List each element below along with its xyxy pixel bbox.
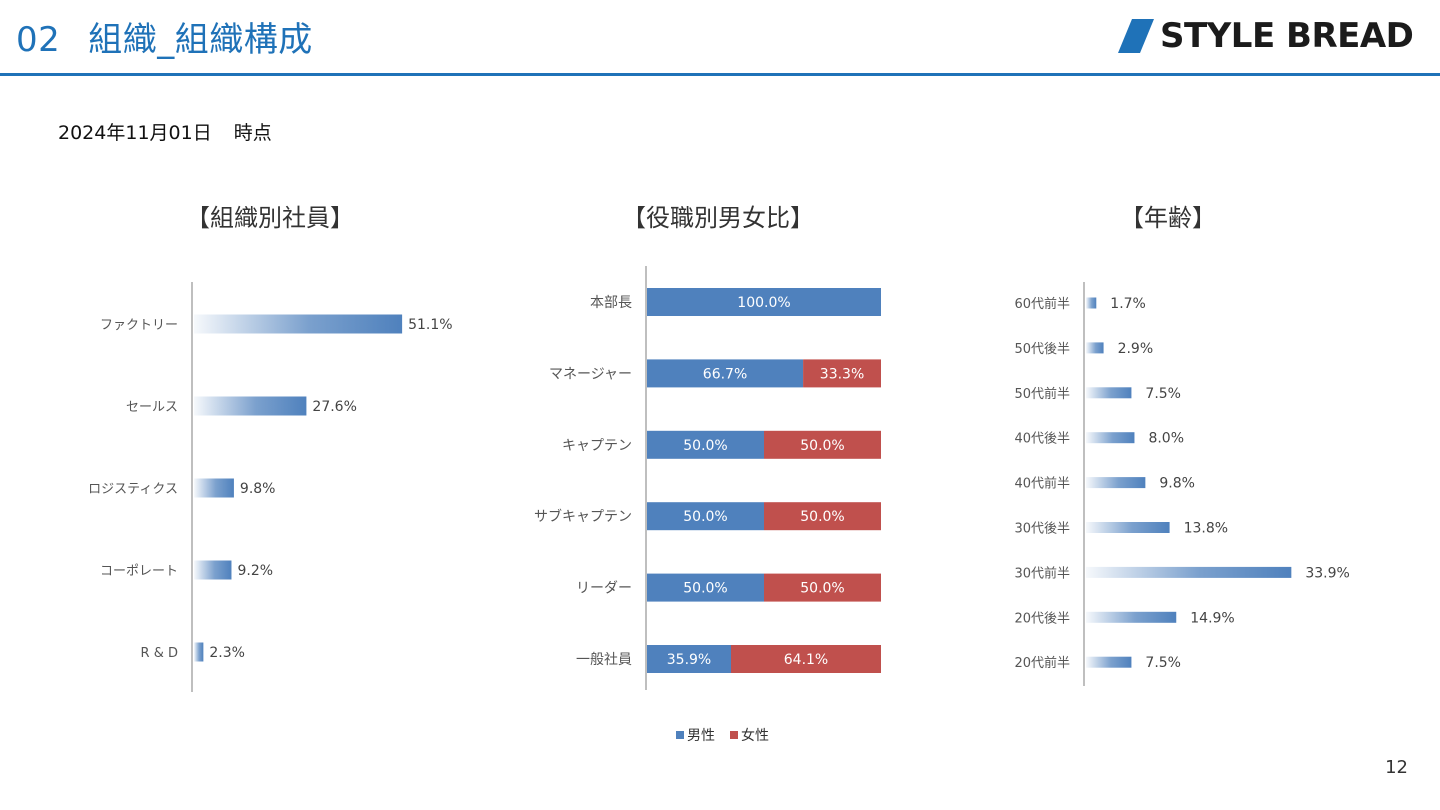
gender-category-label: 本部長 <box>590 295 632 311</box>
org-data-label: 51.1% <box>408 317 452 333</box>
org-bar <box>194 396 307 416</box>
age-data-label: 8.0% <box>1148 431 1184 447</box>
logo-slash-icon <box>1118 19 1154 53</box>
gender-data-label: 33.3% <box>820 366 864 382</box>
age-data-label: 7.5% <box>1145 386 1181 402</box>
org-bar <box>194 642 204 662</box>
female-bar-segment <box>731 645 881 673</box>
age-category-label: 40代後半 <box>1014 432 1070 447</box>
page-number: 12 <box>1385 757 1408 778</box>
age-data-label: 14.9% <box>1190 610 1234 626</box>
chart-title-gender-ratio: 【役職別男女比】 <box>622 204 814 232</box>
gender-category-label: サブキャプテン <box>534 508 632 525</box>
gender-data-label: 35.9% <box>667 652 711 668</box>
female-bar-segment <box>764 430 881 459</box>
gender-data-label: 50.0% <box>683 509 727 525</box>
org-bar <box>194 560 232 580</box>
gender-category-label: マネージャー <box>549 366 632 382</box>
age-bar <box>1086 522 1170 533</box>
organization-chart: ファクトリー 51.1% セールス 27.6% ロジスティクス 9.8% コーポレート 9.2… <box>88 282 453 692</box>
org-data-label: 2.3% <box>209 645 245 661</box>
age-category-label: 40代前半 <box>1014 476 1070 492</box>
age-category-label: 50代前半 <box>1014 386 1070 402</box>
age-category-label: 60代前半 <box>1014 296 1070 312</box>
age-bar <box>1086 656 1132 668</box>
gender-data-label: 64.1% <box>784 652 828 668</box>
org-data-label: 9.8% <box>240 481 276 497</box>
gender-category-label: リーダー <box>576 581 632 597</box>
male-bar-segment <box>647 645 732 673</box>
age-category-label: 50代後半 <box>1014 342 1070 357</box>
age-bar <box>1086 297 1097 309</box>
age-bar <box>1086 432 1135 444</box>
female-bar-segment <box>764 502 881 531</box>
legend-label: 女性 <box>741 727 769 744</box>
header-divider <box>0 73 1440 76</box>
age-bar <box>1086 477 1146 489</box>
org-category-label: コーポレート <box>100 564 178 579</box>
male-bar-segment <box>647 573 764 602</box>
gender-data-label: 66.7% <box>703 366 747 382</box>
age-data-label: 9.8% <box>1159 476 1195 492</box>
gender-ratio-chart: 本部長 100.0% マネージャー 66.7% 33.3% キャプテン 50.0% 50.0%… <box>534 266 881 744</box>
gender-data-label: 50.0% <box>800 509 844 525</box>
age-data-label: 7.5% <box>1145 655 1181 671</box>
gender-category-label: キャプテン <box>562 438 632 454</box>
section-title: 組織_組織構成 <box>88 20 313 60</box>
as-of-date: 2024年11月01日 時点 <box>58 118 272 145</box>
gender-data-label: 50.0% <box>683 581 727 597</box>
chart-title-age: 【年齢】 <box>1120 204 1216 232</box>
legend-female-swatch <box>730 731 738 739</box>
age-data-label: 33.9% <box>1305 565 1349 581</box>
gender-data-label: 100.0% <box>737 295 790 311</box>
age-chart: 60代前半 1.7% 50代後半 2.9% 50代前半 7.5% 40代後半 8.0% 40代前… <box>1014 282 1350 686</box>
org-category-label: ロジスティクス <box>88 482 178 497</box>
age-category-label: 20代前半 <box>1014 655 1070 671</box>
logo-text: STYLE BREAD <box>1160 16 1414 56</box>
age-category-label: 20代後半 <box>1014 611 1070 626</box>
age-data-label: 1.7% <box>1110 296 1146 312</box>
female-bar-segment <box>764 573 881 602</box>
as-of-date-suffix: 時点 <box>233 122 272 144</box>
age-data-label: 13.8% <box>1184 521 1228 537</box>
org-bar <box>194 314 403 334</box>
gender-data-label: 50.0% <box>800 438 844 454</box>
legend-label: 男性 <box>687 728 715 744</box>
age-category-label: 30代後半 <box>1014 522 1070 537</box>
age-bar <box>1086 611 1177 623</box>
age-bar <box>1086 387 1132 399</box>
legend-male-swatch <box>676 731 684 739</box>
male-bar-segment <box>647 359 804 388</box>
section-number: 02 <box>16 20 61 60</box>
org-category-label: ファクトリー <box>100 318 178 333</box>
male-bar-segment <box>647 502 764 531</box>
female-bar-segment <box>803 359 881 388</box>
page-title: 02 組織_組織構成 <box>16 12 313 61</box>
org-category-label: セールス <box>126 400 178 415</box>
as-of-date-value: 2024年11月01日 <box>58 122 212 144</box>
age-category-label: 30代前半 <box>1014 565 1070 581</box>
org-data-label: 27.6% <box>312 399 356 415</box>
gender-data-label: 50.0% <box>800 581 844 597</box>
gender-data-label: 50.0% <box>683 438 727 454</box>
age-bar <box>1086 566 1292 578</box>
chart-title-organization: 【組織別社員】 <box>186 204 354 232</box>
org-data-label: 9.2% <box>237 563 273 579</box>
brand-logo: STYLE BREAD <box>1118 16 1414 56</box>
age-data-label: 2.9% <box>1118 341 1154 357</box>
org-category-label: R & D <box>141 646 178 661</box>
age-bar <box>1086 342 1104 354</box>
male-bar-segment <box>647 430 764 459</box>
gender-category-label: 一般社員 <box>576 652 632 668</box>
male-bar-segment <box>647 288 881 316</box>
org-bar <box>194 478 234 498</box>
